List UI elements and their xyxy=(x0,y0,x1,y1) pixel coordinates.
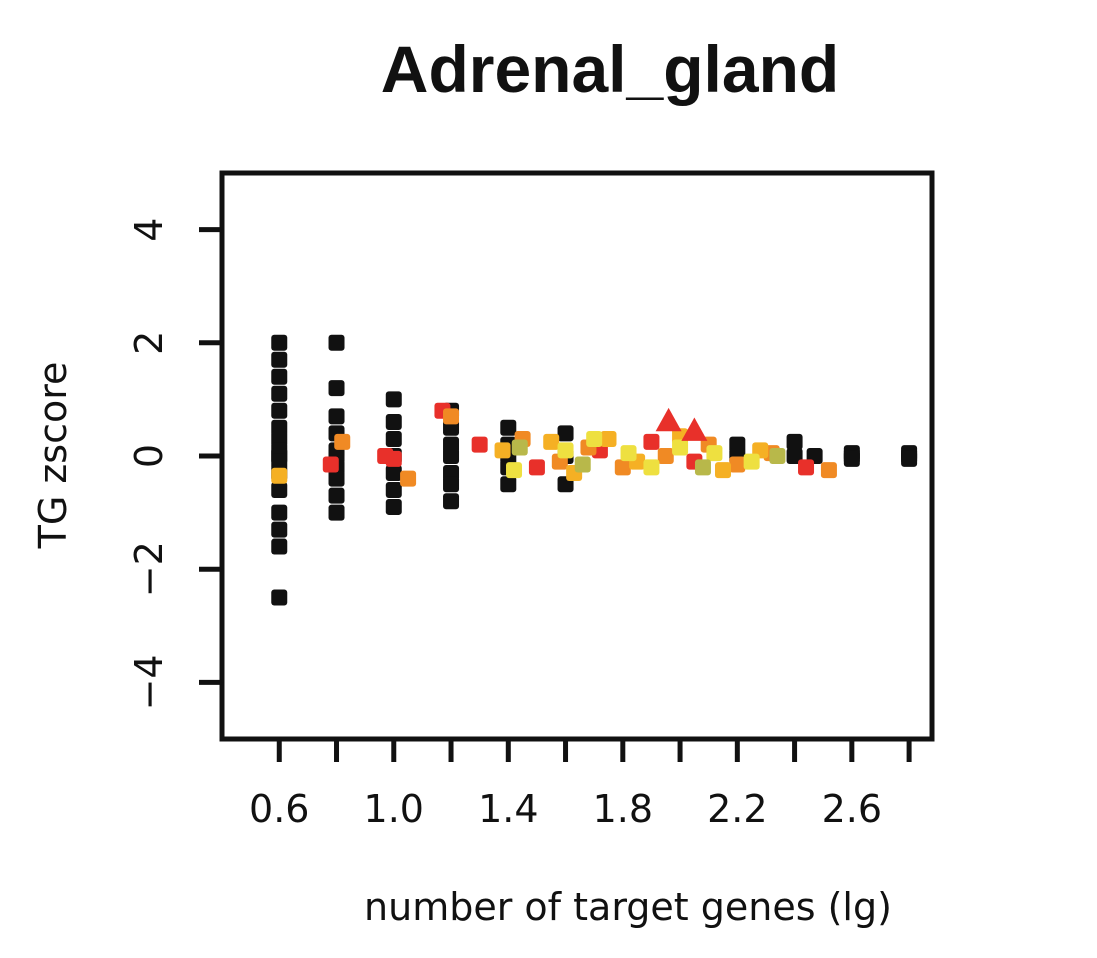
data-point xyxy=(820,462,837,479)
data-point xyxy=(715,462,732,479)
y-tick-label: 0 xyxy=(127,444,171,468)
data-point xyxy=(271,481,288,498)
data-point xyxy=(334,433,351,450)
chart-title: Adrenal_gland xyxy=(381,32,839,106)
data-point xyxy=(328,470,345,487)
data-point xyxy=(586,431,603,448)
data-point xyxy=(271,351,288,368)
data-point xyxy=(271,385,288,402)
data-point xyxy=(271,521,288,538)
data-point xyxy=(271,589,288,606)
data-point xyxy=(843,450,860,467)
plot-frame xyxy=(219,170,935,742)
data-point xyxy=(271,467,288,484)
data-point xyxy=(643,433,660,450)
data-point xyxy=(511,439,528,456)
data-point xyxy=(743,453,760,470)
x-tick-label: 0.6 xyxy=(249,787,309,831)
data-point xyxy=(271,368,288,385)
x-axis: 0.6 1.0 1.4 1.8 2.2 2.6 xyxy=(249,736,912,831)
y-tick-label: −4 xyxy=(127,654,171,710)
y-tick-label: 4 xyxy=(127,218,171,242)
data-point xyxy=(786,448,803,464)
data-point xyxy=(328,334,345,351)
y-axis-label: TG zscore xyxy=(31,362,75,550)
y-tick-label: 2 xyxy=(127,331,171,355)
x-axis-label: number of target genes (lg) xyxy=(364,885,892,929)
data-point xyxy=(769,448,786,464)
data-point xyxy=(729,456,746,473)
data-point xyxy=(271,402,288,419)
data-point xyxy=(385,414,402,431)
data-point xyxy=(786,433,803,450)
data-point xyxy=(471,436,488,453)
data-point xyxy=(385,464,402,481)
data-point xyxy=(798,459,815,476)
data-point xyxy=(328,408,345,425)
x-tick-label: 1.0 xyxy=(364,787,424,831)
data-point xyxy=(672,439,689,456)
data-point xyxy=(443,408,460,425)
data-point xyxy=(557,425,574,442)
data-point xyxy=(694,459,711,476)
x-tick-label: 1.8 xyxy=(593,787,653,831)
data-point xyxy=(614,459,631,476)
data-point xyxy=(506,462,523,479)
data-point xyxy=(271,504,288,521)
data-point xyxy=(681,417,708,441)
y-tick-label: −2 xyxy=(127,541,171,597)
data-point xyxy=(271,334,288,351)
data-point xyxy=(620,445,637,462)
data-point xyxy=(500,419,517,436)
data-point xyxy=(385,391,402,408)
data-point xyxy=(574,456,591,473)
data-point xyxy=(657,448,674,464)
data-point xyxy=(271,538,288,555)
data-point xyxy=(443,493,460,510)
data-points xyxy=(271,334,918,606)
data-point xyxy=(385,431,402,448)
data-point xyxy=(500,476,517,493)
data-point xyxy=(385,450,402,467)
y-axis: −4 −2 0 2 4 xyxy=(127,218,225,710)
x-tick-label: 2.6 xyxy=(822,787,882,831)
data-point xyxy=(322,456,339,473)
x-tick-label: 1.4 xyxy=(478,787,538,831)
data-point xyxy=(655,407,682,432)
data-point xyxy=(328,380,345,397)
data-point xyxy=(643,459,660,476)
data-point xyxy=(901,450,918,467)
data-point xyxy=(443,448,460,464)
data-point xyxy=(443,476,460,493)
data-point xyxy=(543,433,560,450)
data-point xyxy=(494,442,511,459)
data-point xyxy=(385,498,402,515)
data-point xyxy=(528,459,545,476)
data-point xyxy=(706,445,723,462)
data-point xyxy=(328,504,345,521)
data-point xyxy=(557,442,574,459)
data-point xyxy=(600,431,617,448)
x-tick-label: 2.2 xyxy=(707,787,767,831)
data-point xyxy=(400,470,417,487)
data-point xyxy=(385,481,402,498)
data-point xyxy=(328,487,345,504)
